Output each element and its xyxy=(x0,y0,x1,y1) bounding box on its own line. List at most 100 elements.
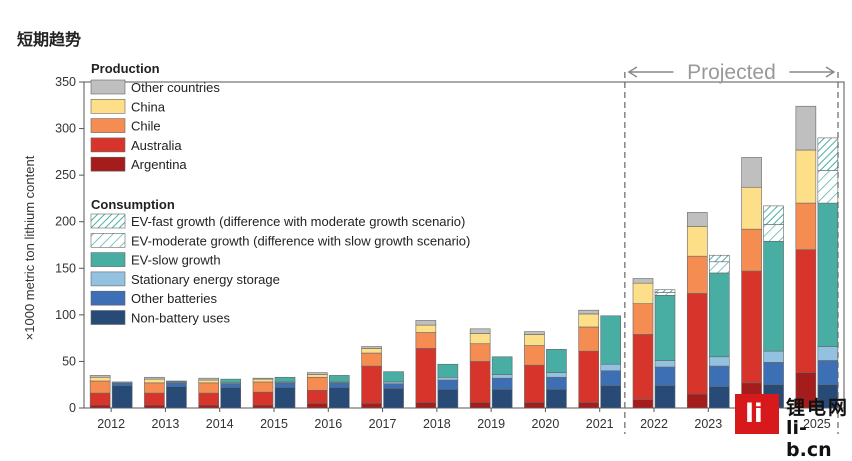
production-bar-chile xyxy=(198,382,220,394)
consumption-bar-non_battery xyxy=(220,387,242,409)
consumption-bar-non_battery xyxy=(274,387,296,409)
production-bar-other_countries xyxy=(89,375,111,378)
y-tick-label: 50 xyxy=(62,354,76,368)
production-bar-china xyxy=(469,333,491,345)
production-bar-china xyxy=(252,378,274,383)
x-tick-label: 2020 xyxy=(532,417,560,431)
page-title: 短期趋势 xyxy=(17,30,82,49)
lithium-supply-demand-chart: 0 50 100 150 200 250 300 350 2012 2013 2014 2015 201… xyxy=(22,61,845,434)
consumption-bar-ev_fast xyxy=(817,137,839,171)
consumption-bar-ev_slow xyxy=(763,240,784,352)
consumption-bar-other_batteries xyxy=(328,382,350,388)
legend-swatch-other_countries xyxy=(90,79,126,95)
x-tick-label: 2012 xyxy=(97,417,125,431)
consumption-bar-ev_slow xyxy=(220,378,242,384)
consumption-bar-ev_fast xyxy=(654,289,676,293)
legend-label-ev_moderate: EV-moderate growth (difference with slow… xyxy=(131,233,470,248)
consumption-bar-stationary xyxy=(708,356,730,367)
production-bar-argentina xyxy=(632,399,654,409)
consumption-bar-non_battery xyxy=(437,389,459,409)
y-tick-label: 300 xyxy=(55,122,76,136)
watermark-site-name: 锂电网 xyxy=(786,397,850,419)
projected-label: Projected xyxy=(687,61,776,84)
production-bar-argentina xyxy=(144,404,165,409)
x-tick-label: 2019 xyxy=(477,417,505,431)
production-bar-other_countries xyxy=(144,376,165,380)
y-tick-label: 0 xyxy=(69,401,76,415)
production-bar-australia xyxy=(252,391,274,406)
production-bar-argentina xyxy=(361,403,382,409)
watermark-logo-text: li xyxy=(745,399,763,429)
production-bar-chile xyxy=(144,382,165,394)
production-bar-chile xyxy=(795,202,817,250)
production-bar-china xyxy=(415,324,437,333)
consumption-bar-other_batteries xyxy=(763,362,784,386)
legend-label-other_batteries: Other batteries xyxy=(131,291,217,306)
production-bar-australia xyxy=(361,365,382,404)
consumption-bar-stationary xyxy=(817,346,839,361)
consumption-bar-ev_fast xyxy=(708,254,730,263)
legend-swatch-ev_slow xyxy=(90,252,126,267)
y-tick-label: 200 xyxy=(55,215,76,229)
production-bar-chile xyxy=(741,228,762,272)
production-bar-other_countries xyxy=(795,105,817,151)
x-tick-label: 2021 xyxy=(586,417,614,431)
production-bar-australia xyxy=(198,392,220,406)
production-bar-argentina xyxy=(578,402,600,409)
consumption-bar-other_batteries xyxy=(708,365,730,387)
production-bar-other_countries xyxy=(686,212,708,227)
production-bar-china xyxy=(144,378,165,384)
consumption-bar-non_battery xyxy=(383,388,404,409)
production-bar-chile xyxy=(361,352,382,367)
consumption-bar-ev_slow xyxy=(600,315,622,365)
production-bar-china xyxy=(795,149,817,204)
consumption-bar-ev_slow xyxy=(546,349,567,373)
production-bar-other_countries xyxy=(741,157,762,188)
consumption-bar-ev_slow xyxy=(274,376,296,383)
consumption-bar-other_batteries xyxy=(274,382,296,388)
consumption-bar-other_batteries xyxy=(166,382,187,387)
consumption-bar-ev_fast xyxy=(763,205,784,225)
consumption-bar-non_battery xyxy=(166,386,187,409)
x-tick-label: 2023 xyxy=(694,417,722,431)
legend-swatch-china xyxy=(90,99,126,114)
consumption-bar-stationary xyxy=(437,376,459,381)
consumption-bar-stationary xyxy=(763,350,784,363)
production-bar-australia xyxy=(578,350,600,403)
production-bar-china xyxy=(361,348,382,354)
legend-swatch-ev_fast xyxy=(90,213,126,229)
production-bar-chile xyxy=(686,255,708,294)
projection-arrowhead-right xyxy=(825,66,836,78)
consumption-bar-ev_slow xyxy=(166,380,187,383)
production-bar-argentina xyxy=(524,402,545,409)
production-bar-chile xyxy=(306,376,328,391)
production-bar-australia xyxy=(524,364,545,403)
production-bar-australia xyxy=(469,361,491,403)
production-bar-australia xyxy=(415,348,437,403)
legend-label-stationary: Stationary energy storage xyxy=(131,272,280,287)
production-bar-other_countries xyxy=(252,377,274,380)
consumption-bar-ev_slow xyxy=(491,356,513,375)
x-tick-label: 2013 xyxy=(152,417,180,431)
y-tick-label: 100 xyxy=(55,308,76,322)
production-bar-chile xyxy=(415,332,437,349)
production-bar-china xyxy=(578,313,600,328)
consumption-bar-other_batteries xyxy=(817,360,839,386)
production-bar-argentina xyxy=(415,402,437,409)
production-bar-china xyxy=(686,226,708,257)
consumption-bar-ev_moderate xyxy=(817,170,839,204)
legend-swatch-chile xyxy=(90,118,126,133)
production-bar-chile xyxy=(524,345,545,366)
production-bar-chile xyxy=(89,380,111,394)
legend-label-australia: Australia xyxy=(131,138,182,153)
production-bar-china xyxy=(524,334,545,346)
legend-production-title: Production xyxy=(91,61,160,76)
legend-swatch-argentina xyxy=(90,156,126,172)
production-bar-australia xyxy=(89,392,111,406)
watermark-logo: li xyxy=(735,394,779,434)
production-bar-china xyxy=(306,374,328,378)
legend-label-other_countries: Other countries xyxy=(131,80,220,95)
projection-arrowhead-left xyxy=(627,66,638,78)
consumption-bar-non_battery xyxy=(708,386,730,409)
consumption-bar-ev_slow xyxy=(328,375,350,383)
